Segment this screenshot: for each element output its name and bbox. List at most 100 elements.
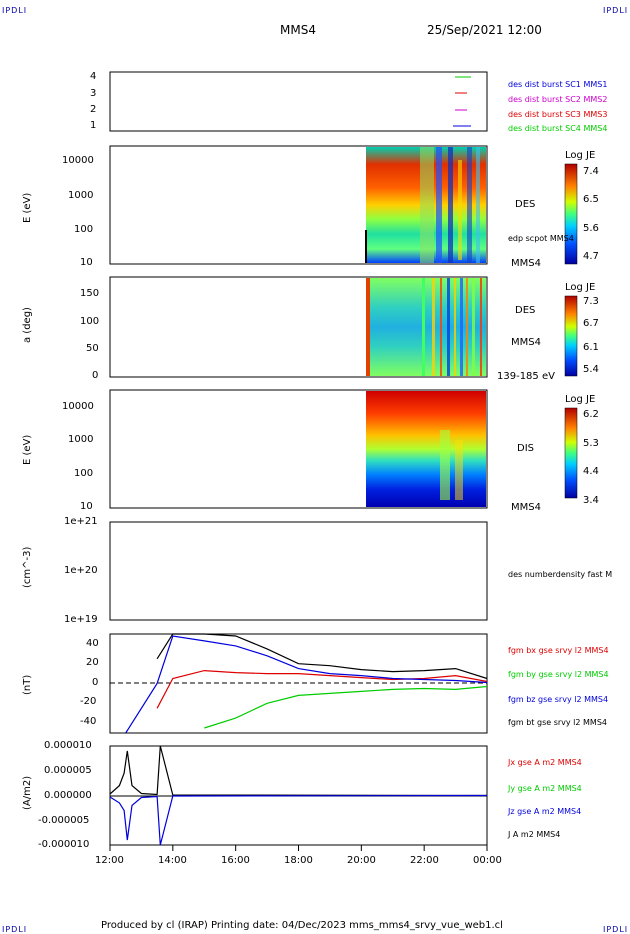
current-series-group — [109, 745, 488, 846]
dis-energy-tick-100: 100 — [74, 468, 94, 479]
des-energy-spacecraft: MMS4 — [511, 258, 541, 269]
des-pitch-ylabel: a (deg) — [22, 307, 33, 343]
dis-energy-tick-10: 10 — [80, 501, 93, 512]
x-tick-label-2: 16:00 — [221, 855, 250, 866]
des-pitch-cb-tick-0: 7.3 — [583, 296, 599, 307]
burst-tick-2: 2 — [90, 104, 97, 115]
corner-label-top-left: IPDLI — [2, 6, 28, 15]
current-legend-jz: Jz gse A m2 MMS4 — [508, 807, 582, 816]
colorbar-des-pitch — [564, 295, 578, 377]
dis-energy-spectrogram — [366, 391, 486, 507]
bfield-legend-by: fgm by gse srvy l2 MMS4 — [508, 670, 609, 679]
density-tick-1e21: 1e+21 — [64, 516, 98, 527]
bfield-legend-bx: fgm bx gse srvy l2 MMS4 — [508, 646, 609, 655]
des-pitch-tick-100: 100 — [80, 316, 100, 327]
panel-des-pitch-frame — [109, 276, 488, 378]
corner-label-top-right: IPDLI — [603, 6, 629, 15]
des-energy-cb-tick-2: 5.6 — [583, 223, 599, 234]
burst-tick-3: 3 — [90, 88, 97, 99]
des-energy-tick-10000: 10000 — [62, 155, 94, 166]
corner-label-bottom-left: IPDLI — [2, 925, 28, 934]
current-tick-0: 0.000010 — [44, 740, 92, 751]
dis-energy-tick-1000: 1000 — [68, 434, 94, 445]
des-pitch-tick-150: 150 — [80, 288, 100, 299]
des-energy-tick-100: 100 — [74, 224, 94, 235]
dis-energy-cb-tick-0: 6.2 — [583, 409, 599, 420]
density-tick-1e19: 1e+19 — [64, 614, 98, 625]
des-energy-label: DES — [515, 199, 536, 210]
des-energy-cb-tick-1: 6.5 — [583, 194, 599, 205]
current-tick-3: -0.000005 — [38, 815, 90, 826]
des-energy-cb-tick-0: 7.4 — [583, 166, 599, 177]
bfield-legend-bz: fgm bz gse srvy l2 MMS4 — [508, 695, 609, 704]
bfield-ylabel: (nT) — [22, 674, 33, 695]
bfield-tick-20: 20 — [86, 657, 99, 668]
current-tick-4: -0.000010 — [38, 839, 90, 850]
bfield-legend-bt: fgm bt gse srvy l2 MMS4 — [508, 718, 607, 727]
density-ylabel: (cm^-3) — [22, 546, 33, 588]
burst-tick-1: 1 — [90, 120, 97, 131]
series-line-current-series-1 — [109, 794, 488, 846]
des-pitch-tick-50: 50 — [86, 343, 99, 354]
des-pitch-cb-tick-3: 5.4 — [583, 364, 599, 375]
bfield-series-group — [125, 633, 488, 734]
spacecraft-title: MMS4 — [280, 23, 316, 37]
dis-energy-cb-tick-3: 3.4 — [583, 495, 599, 506]
current-ylabel: (A/m2) — [22, 775, 33, 810]
current-legend-jx: Jx gse A m2 MMS4 — [508, 758, 582, 767]
series-line-bfield-series-3 — [156, 633, 488, 680]
colorbar-des-energy — [564, 163, 578, 265]
burst-legend-1: des dist burst SC1 MMS1 — [508, 80, 608, 89]
burst-tick-4: 4 — [90, 71, 97, 82]
des-energy-spectrogram — [365, 147, 486, 263]
x-tick-label-1: 14:00 — [158, 855, 187, 866]
burst-legend-2: des dist burst SC2 MMS2 — [508, 95, 608, 104]
series-line-bfield-series-2 — [125, 635, 488, 734]
series-line-current-series-0 — [109, 745, 488, 797]
panel-dis-energy-frame — [109, 389, 488, 509]
burst-legend-4: des dist burst SC4 MMS4 — [508, 124, 608, 133]
des-pitch-label: DES — [515, 305, 536, 316]
datetime-title: 25/Sep/2021 12:00 — [427, 23, 542, 37]
dis-energy-cb-tick-2: 4.4 — [583, 466, 599, 477]
bfield-tick-40: 40 — [86, 638, 99, 649]
des-energy-tick-1000: 1000 — [68, 190, 94, 201]
des-energy-sublabel: edp scpot MMS4 — [508, 234, 574, 243]
des-pitch-cb-title: Log JE — [565, 282, 596, 293]
des-energy-cb-tick-3: 4.7 — [583, 251, 599, 262]
current-tick-2: 0.000000 — [44, 790, 92, 801]
des-pitch-range: 139-185 eV — [497, 371, 555, 382]
des-pitch-tick-0: 0 — [92, 370, 99, 381]
density-tick-1e20: 1e+20 — [64, 565, 98, 576]
panel-burst-frame — [109, 71, 488, 132]
current-tick-1: 0.000005 — [44, 765, 92, 776]
dis-energy-cb-title: Log JE — [565, 394, 596, 405]
current-legend-jy: Jy gse A m2 MMS4 — [508, 784, 582, 793]
burst-legend-3: des dist burst SC3 MMS3 — [508, 110, 608, 119]
des-energy-ylabel: E (eV) — [22, 192, 33, 223]
x-tick-label-6: 00:00 — [473, 855, 502, 866]
des-energy-tick-10: 10 — [80, 257, 93, 268]
des-pitch-cb-tick-2: 6.1 — [583, 342, 599, 353]
des-pitch-spacecraft: MMS4 — [511, 337, 541, 348]
x-tick-label-4: 20:00 — [347, 855, 376, 866]
dis-energy-cb-tick-1: 5.3 — [583, 438, 599, 449]
bfield-tick-m40: -40 — [80, 716, 97, 727]
des-pitch-cb-tick-1: 6.7 — [583, 318, 599, 329]
footer-text: Produced by cl (IRAP) Printing date: 04/… — [101, 920, 503, 931]
series-line-bfield-series-1 — [204, 685, 488, 729]
des-pitch-spectrogram — [366, 278, 486, 376]
dis-energy-tick-10000: 10000 — [62, 401, 94, 412]
bfield-tick-m20: -20 — [80, 696, 97, 707]
x-tick-label-5: 22:00 — [410, 855, 439, 866]
colorbar-dis-energy — [564, 407, 578, 499]
dis-energy-ylabel: E (eV) — [22, 434, 33, 465]
current-legend-j: J A m2 MMS4 — [508, 830, 561, 839]
dis-energy-spacecraft: MMS4 — [511, 502, 541, 513]
x-tick-label-3: 18:00 — [284, 855, 313, 866]
panel-density-frame — [109, 521, 488, 621]
corner-label-bottom-right: IPDLI — [603, 925, 629, 934]
bfield-tick-0: 0 — [92, 677, 99, 688]
panel-des-energy-frame — [109, 145, 488, 265]
